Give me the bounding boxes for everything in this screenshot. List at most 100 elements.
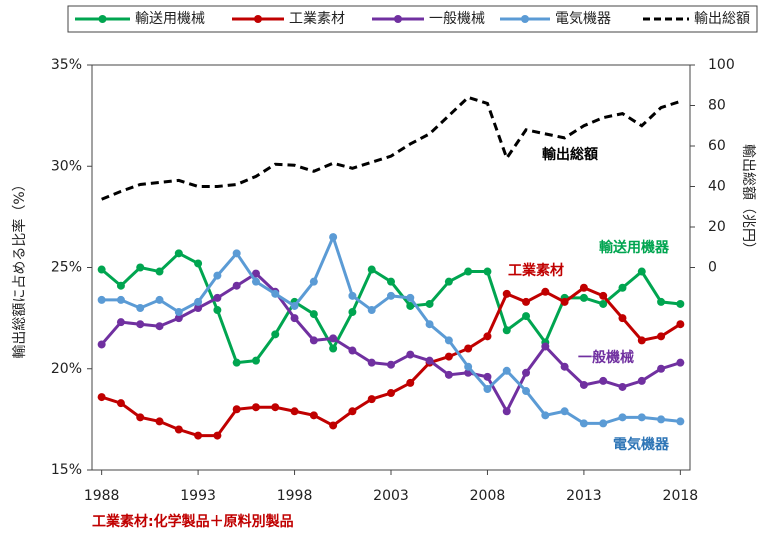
point: [425, 320, 434, 329]
annotation: 一般機械: [578, 349, 634, 366]
annotation: 輸送用機器: [599, 239, 670, 256]
point: [483, 332, 492, 341]
point: [136, 263, 145, 272]
point: [464, 344, 473, 353]
point: [560, 362, 569, 371]
x-tick-label: 2003: [373, 488, 409, 504]
point: [502, 366, 511, 375]
point: [309, 411, 318, 420]
point: [116, 281, 125, 290]
point: [136, 413, 145, 422]
point: [309, 277, 318, 286]
point: [406, 293, 415, 302]
point: [116, 399, 125, 408]
point: [116, 295, 125, 304]
point: [599, 419, 608, 428]
y2-tick-label: 100: [708, 57, 735, 73]
point: [194, 304, 203, 312]
point: [502, 407, 511, 416]
point: [541, 411, 550, 420]
point: [618, 382, 627, 391]
point: [232, 358, 241, 367]
point: [541, 342, 550, 351]
legend-marker: [394, 15, 402, 23]
point: [522, 297, 531, 306]
point: [97, 340, 106, 349]
point: [637, 267, 646, 276]
legend-label: 工業素材: [289, 11, 345, 27]
point: [579, 419, 588, 428]
point: [541, 287, 550, 296]
legend-box: [67, 5, 758, 33]
point: [97, 295, 106, 304]
point: [97, 265, 106, 274]
point: [637, 413, 646, 422]
point: [290, 407, 299, 416]
y-tick-label: 25%: [51, 260, 82, 276]
point: [579, 283, 588, 292]
x-tick-label: 1998: [277, 488, 313, 504]
point: [657, 297, 666, 306]
point: [213, 431, 222, 440]
legend-label: 輸送用機械: [135, 11, 205, 27]
point: [444, 336, 453, 345]
annotation: 工業素材: [508, 262, 564, 279]
point: [348, 346, 357, 355]
point: [522, 387, 531, 396]
point: [116, 318, 125, 327]
y-tick-label: 20%: [51, 361, 82, 377]
point: [290, 314, 299, 323]
point: [387, 360, 395, 369]
point: [444, 370, 453, 379]
point: [329, 421, 338, 430]
point: [406, 350, 415, 359]
point: [348, 291, 357, 300]
point: [406, 301, 415, 310]
y-tick-label: 30%: [51, 158, 82, 174]
point: [348, 407, 357, 416]
point: [194, 431, 203, 440]
point: [502, 289, 511, 298]
point: [367, 395, 376, 404]
point: [329, 334, 338, 343]
series-line: [101, 95, 681, 201]
point: [444, 277, 453, 286]
point: [483, 372, 492, 381]
point: [251, 269, 260, 278]
y2-tick-label: 0: [708, 260, 717, 276]
point: [560, 407, 569, 416]
point: [425, 299, 434, 308]
plot-frame: [91, 64, 691, 471]
point: [676, 417, 685, 426]
point: [329, 344, 338, 353]
point: [637, 376, 646, 385]
x-tick-label: 2008: [470, 488, 506, 504]
point: [579, 293, 588, 302]
point: [271, 330, 280, 339]
y-axis-label: 輸出総額に占める比率（%）: [11, 177, 28, 358]
point: [271, 403, 280, 412]
point: [579, 380, 588, 389]
point: [174, 308, 183, 317]
point: [309, 310, 318, 319]
point: [387, 291, 395, 300]
point: [676, 299, 685, 308]
point: [213, 306, 222, 315]
point: [387, 389, 395, 398]
point: [271, 289, 280, 298]
point: [406, 378, 415, 387]
point: [676, 320, 685, 329]
y2-axis-label: 輸出総額（兆円）: [740, 144, 756, 256]
y2-tick-label: 20: [708, 219, 726, 235]
point: [444, 352, 453, 361]
point: [367, 306, 376, 315]
point: [483, 267, 492, 276]
annotation: 電気機器: [613, 436, 670, 453]
legend-marker: [98, 15, 107, 23]
legend-label: 電気機器: [555, 11, 611, 27]
point: [464, 267, 473, 276]
legend-label: 輸出総額: [694, 11, 750, 27]
point: [329, 233, 338, 242]
legend-label: 一般機械: [429, 11, 485, 27]
